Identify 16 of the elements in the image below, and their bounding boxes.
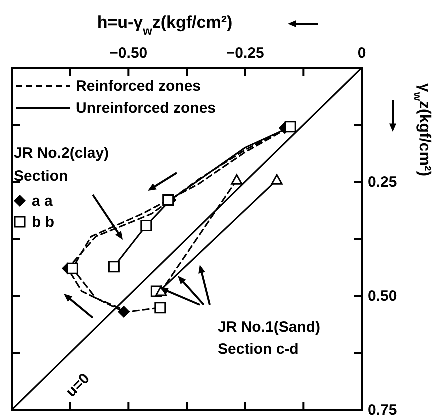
annotation: Section c-d — [218, 341, 299, 358]
annotation: JR No.2(clay) — [14, 145, 110, 162]
y-tick-label: 0.50 — [368, 288, 398, 305]
x-tick-label: −0.50 — [110, 45, 148, 62]
legend-label: b b — [32, 214, 54, 231]
legend-label: Reinforced zones — [76, 78, 202, 95]
x-tick-label: 0 — [358, 45, 366, 62]
annotation: Section — [14, 168, 68, 185]
annotation: JR No.1(Sand) — [218, 319, 321, 336]
legend-label: Unreinforced zones — [76, 100, 216, 117]
y-tick-label: 0.75 — [368, 402, 398, 416]
legend-label: a a — [32, 193, 54, 210]
y-tick-label: 0.25 — [368, 174, 398, 191]
x-axis-title: h=u-γ$_{w}$z(kgf/cm²) — [97, 13, 233, 38]
annotation: u=0 — [62, 370, 94, 401]
x-tick-label: −0.25 — [226, 45, 264, 62]
